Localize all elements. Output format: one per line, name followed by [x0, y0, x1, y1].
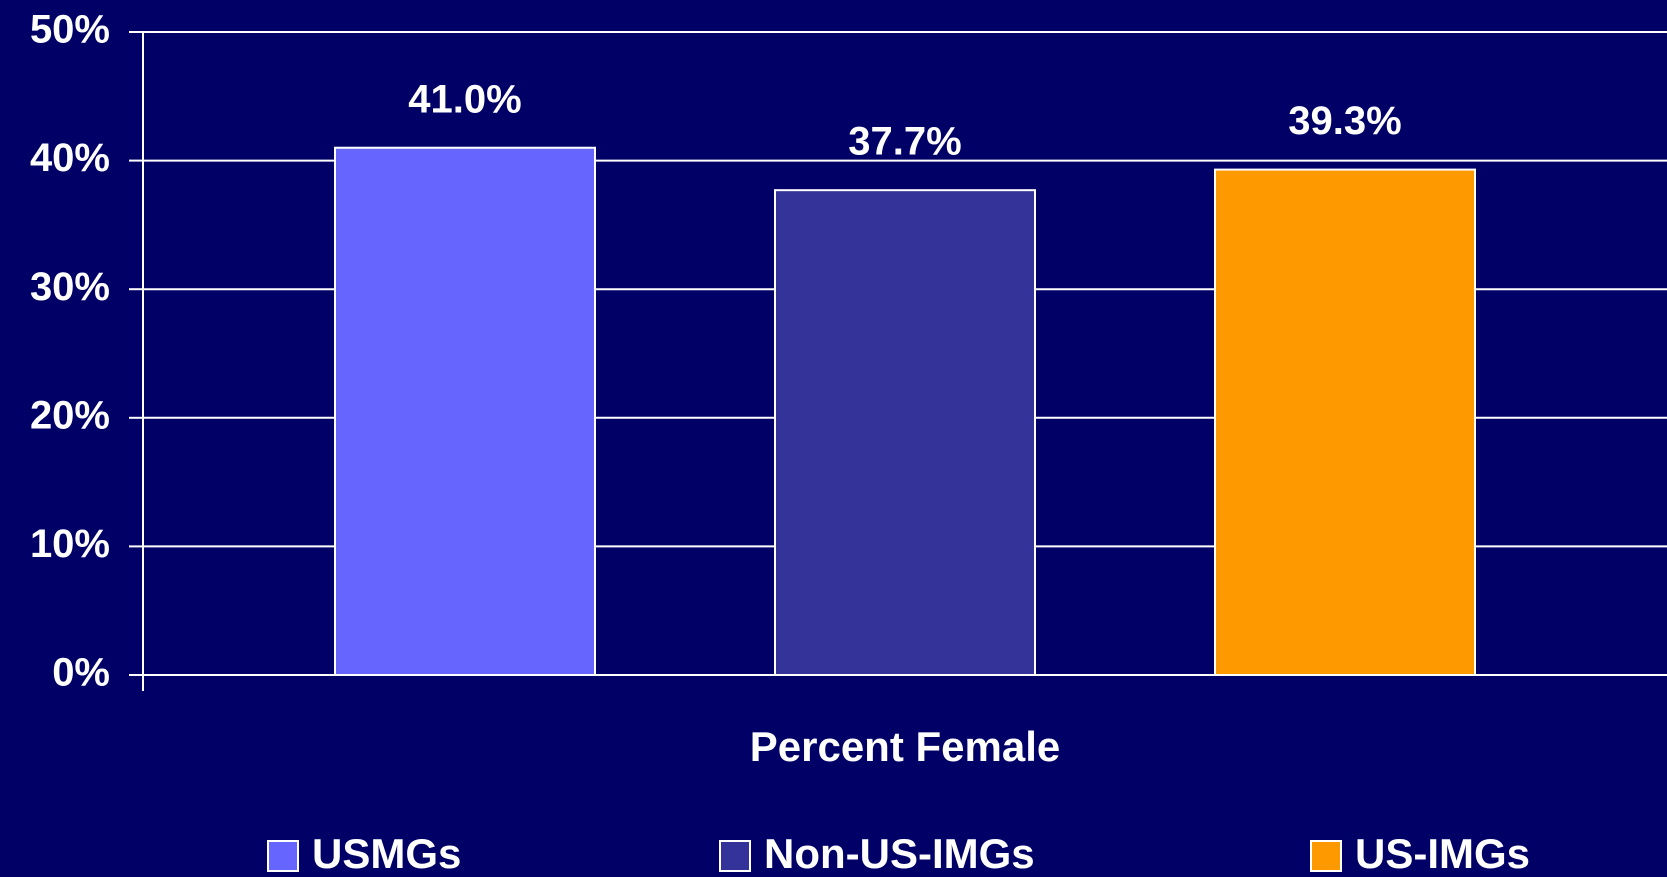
- legend-label: US-IMGs: [1355, 830, 1530, 877]
- legend-swatch: [719, 840, 751, 872]
- legend-label: Non-US-IMGs: [764, 830, 1035, 877]
- y-tick-label: 20%: [30, 393, 110, 437]
- x-category-label: Percent Female: [750, 723, 1061, 770]
- bar: [774, 189, 1036, 676]
- y-tick-label: 40%: [30, 136, 110, 180]
- y-tick-label: 30%: [30, 265, 110, 309]
- value-label: 39.3%: [1288, 99, 1401, 143]
- legend-swatch: [267, 840, 299, 872]
- y-tick-label: 0%: [52, 651, 110, 695]
- legend-label: USMGs: [312, 830, 461, 877]
- bar: [1214, 168, 1476, 677]
- value-label: 37.7%: [848, 120, 961, 164]
- legend-swatch: [1310, 840, 1342, 872]
- y-tick-label: 10%: [30, 522, 110, 566]
- bar: [334, 146, 596, 677]
- y-tick-label: 50%: [30, 8, 110, 52]
- value-label: 41.0%: [408, 77, 521, 121]
